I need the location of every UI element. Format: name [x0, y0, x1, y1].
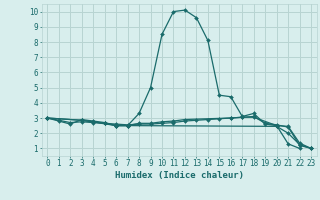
X-axis label: Humidex (Indice chaleur): Humidex (Indice chaleur) — [115, 171, 244, 180]
